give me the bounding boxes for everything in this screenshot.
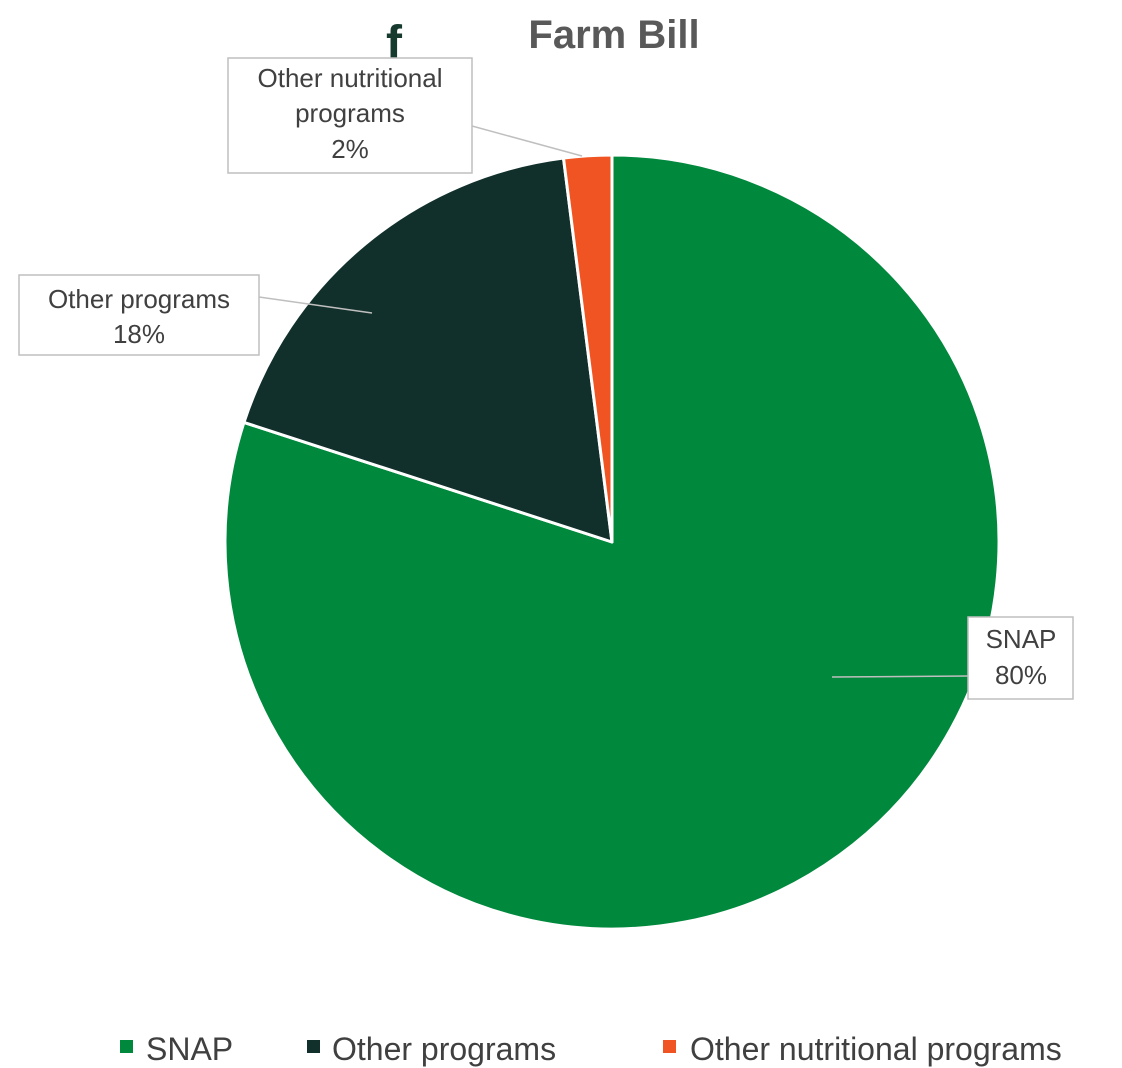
data-label-snap-name: SNAP [986,624,1057,654]
legend-swatch-snap [120,1040,133,1053]
pie-slice-other-programs [242,156,614,544]
data-label-snap: SNAP 80% [831,616,1074,700]
data-label-other-programs: Other programs 18% [18,274,373,356]
data-label-other-nutritional-programs: Other nutritional programs 2% [227,57,583,174]
data-label-nutritional-line2: programs [295,98,405,128]
data-label-other-programs-name: Other programs [48,284,230,314]
data-label-nutritional-line1: Other nutritional [258,63,443,93]
legend-swatch-other-nutritional-programs [663,1040,676,1053]
legend: SNAP Other programs Other nutritional pr… [120,1031,1062,1067]
data-label-other-programs-percent: 18% [113,319,165,349]
pie-slice-other-nutritional-programs [561,153,614,544]
legend-label-other-programs: Other programs [332,1031,556,1067]
background-text-fragment-1: f [386,17,402,70]
legend-swatch-other-programs [307,1040,320,1053]
data-label-snap-percent: 80% [995,660,1047,690]
pie-slices [223,153,1001,931]
data-label-nutritional-percent: 2% [331,134,369,164]
chart-title: Farm Bill [528,13,699,57]
legend-label-snap: SNAP [146,1031,233,1067]
legend-label-other-nutritional-programs: Other nutritional programs [690,1031,1062,1067]
